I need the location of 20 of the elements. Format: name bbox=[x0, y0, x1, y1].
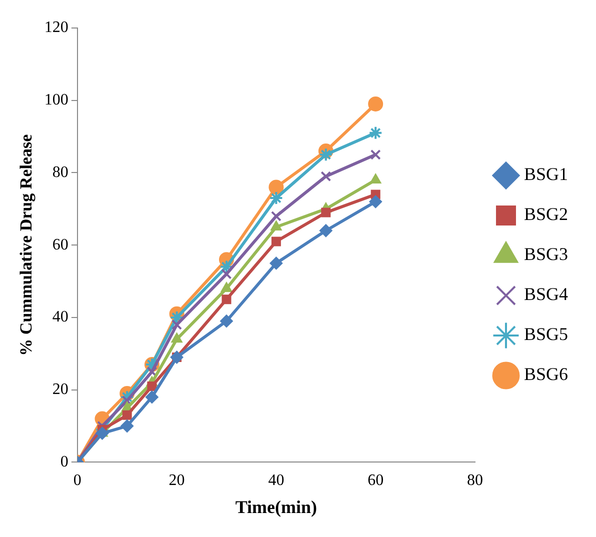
x-tick-label: 0 bbox=[73, 472, 82, 490]
y-axis-title: % Cummulative Drug Release bbox=[16, 134, 36, 356]
y-tick-label: 80 bbox=[52, 164, 68, 181]
y-tick-label: 20 bbox=[52, 381, 68, 398]
legend-label: BSG4 bbox=[524, 284, 568, 304]
legend-label: BSG5 bbox=[524, 324, 568, 344]
y-tick-label: 60 bbox=[52, 236, 68, 254]
x-tick-label: 60 bbox=[368, 472, 384, 490]
x-axis-title: Time(min) bbox=[235, 496, 318, 517]
legend-label: BSG2 bbox=[524, 204, 568, 224]
y-tick-label: 40 bbox=[52, 308, 68, 326]
x-tick-label: 20 bbox=[168, 472, 185, 490]
y-tick-label: 100 bbox=[44, 92, 68, 109]
legend-label: BSG3 bbox=[524, 244, 568, 264]
legend-label: BSG1 bbox=[524, 164, 568, 184]
legend-label: BSG6 bbox=[524, 364, 568, 384]
y-tick-label: 0 bbox=[60, 453, 68, 470]
x-tick-label: 40 bbox=[268, 472, 284, 490]
y-tick-label: 120 bbox=[44, 19, 68, 36]
x-tick-label: 80 bbox=[466, 472, 483, 490]
